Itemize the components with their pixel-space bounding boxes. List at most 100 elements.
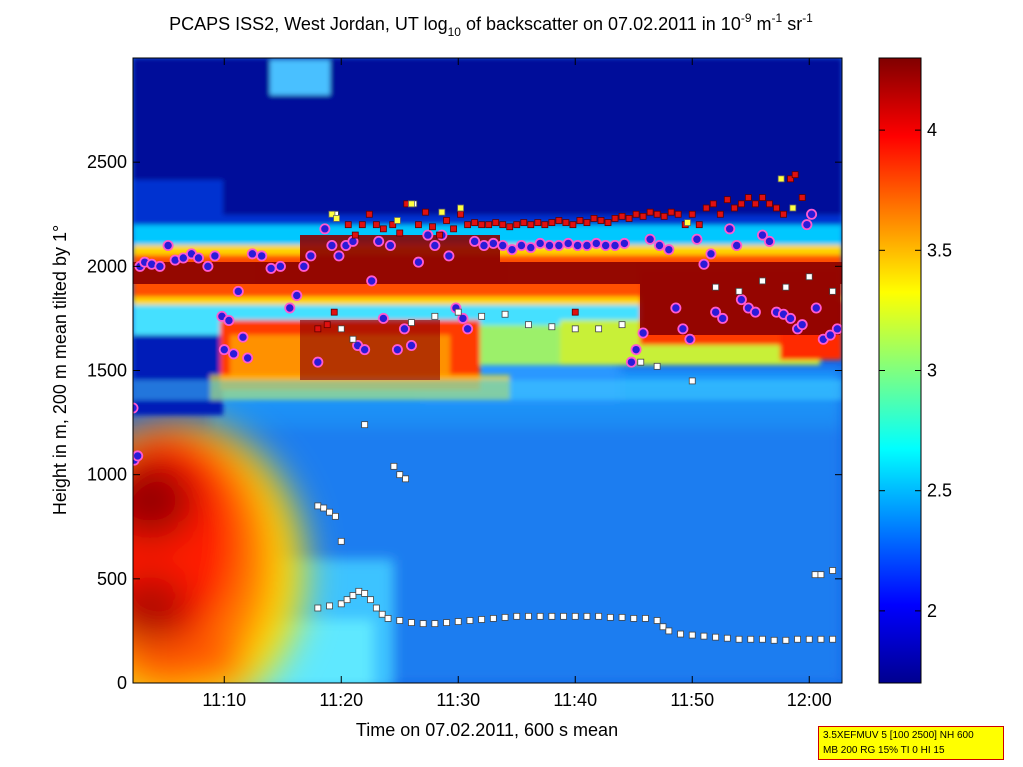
layer-circle-point bbox=[274, 260, 286, 272]
red-square-point bbox=[723, 196, 731, 204]
red-square-point bbox=[583, 219, 591, 226]
white-square-point bbox=[712, 633, 720, 641]
red-square-point bbox=[379, 225, 387, 233]
layer-circle-point bbox=[133, 450, 144, 462]
white-square-point bbox=[829, 567, 837, 574]
red-square-point bbox=[436, 231, 443, 239]
yellow-square-point bbox=[684, 219, 691, 226]
colorbar-tick-label: 3.5 bbox=[927, 240, 952, 260]
yellow-square-point bbox=[328, 210, 336, 218]
red-square-point bbox=[653, 210, 661, 218]
red-square-point bbox=[695, 221, 703, 229]
white-square-point bbox=[637, 358, 645, 366]
red-square-point bbox=[562, 219, 570, 226]
white-square-point bbox=[408, 619, 415, 626]
red-square-point bbox=[422, 208, 429, 216]
red-square-point bbox=[597, 217, 605, 224]
white-square-point bbox=[782, 283, 790, 291]
red-square-point bbox=[527, 221, 535, 229]
layer-circle-point bbox=[691, 233, 703, 245]
white-square-point bbox=[367, 596, 374, 604]
red-square-point bbox=[506, 223, 514, 231]
yellow-square-point bbox=[777, 175, 785, 183]
white-square-point bbox=[372, 604, 380, 612]
layer-circle-point bbox=[525, 242, 537, 254]
white-square-point bbox=[431, 620, 439, 628]
white-square-point bbox=[618, 321, 626, 329]
white-square-point bbox=[443, 619, 450, 626]
layer-circle-point bbox=[705, 248, 717, 260]
layer-circle-point bbox=[590, 237, 602, 249]
layer-circle-point bbox=[391, 344, 403, 356]
y-tick-label: 2000 bbox=[87, 256, 127, 276]
y-tick-label: 1500 bbox=[87, 361, 127, 381]
layer-circle-point bbox=[218, 344, 230, 356]
red-square-point bbox=[569, 221, 577, 229]
white-square-point bbox=[606, 613, 614, 621]
white-square-point bbox=[642, 615, 649, 622]
layer-circle-point bbox=[724, 223, 736, 235]
red-square-point bbox=[618, 212, 626, 220]
y-tick-label: 1000 bbox=[87, 465, 127, 485]
y-axis-ticks: 0 500 1000 1500 2000 2500 bbox=[87, 152, 842, 693]
red-square-point bbox=[555, 217, 563, 224]
white-square-point bbox=[343, 596, 351, 604]
layer-circle-point bbox=[265, 262, 277, 274]
white-square-point bbox=[747, 635, 755, 643]
heatmap bbox=[133, 58, 842, 683]
colorbar-tick-label: 3 bbox=[927, 361, 937, 381]
x-tick-label: 11:40 bbox=[553, 690, 597, 710]
red-square-point bbox=[791, 171, 799, 179]
red-square-point bbox=[548, 219, 556, 226]
white-square-point bbox=[349, 592, 357, 599]
red-square-point bbox=[513, 221, 521, 229]
white-square-point bbox=[583, 612, 591, 620]
x-tick-label: 11:30 bbox=[436, 690, 480, 710]
processing-info-box: 3.5XEFMUV 5 [100 2500] NH 600 MB 200 RG … bbox=[818, 726, 1004, 760]
layer-circle-point bbox=[801, 219, 813, 231]
layer-circle-point bbox=[663, 244, 675, 256]
red-square-point bbox=[571, 308, 579, 316]
red-square-point bbox=[471, 219, 479, 226]
y-tick-label: 500 bbox=[97, 569, 127, 589]
processing-info-line-2: MB 200 RG 15% TI 0 HI 15 bbox=[823, 745, 945, 756]
layer-circle-point bbox=[359, 344, 371, 356]
white-square-point bbox=[402, 475, 410, 483]
white-square-point bbox=[390, 462, 398, 470]
layer-circle-point bbox=[398, 323, 410, 335]
colorbar bbox=[878, 57, 922, 684]
x-tick-label: 11:10 bbox=[202, 690, 246, 710]
white-square-point bbox=[361, 590, 369, 597]
white-square-point bbox=[454, 618, 462, 625]
white-square-point bbox=[501, 613, 509, 621]
white-square-point bbox=[759, 635, 766, 643]
layer-circle-point bbox=[763, 235, 775, 247]
white-square-point bbox=[525, 612, 532, 620]
white-square-point bbox=[829, 287, 837, 295]
layer-circle-point bbox=[232, 285, 244, 297]
red-square-point bbox=[632, 210, 640, 218]
layer-circle-point bbox=[242, 352, 254, 364]
white-square-point bbox=[770, 636, 778, 644]
red-square-point bbox=[478, 221, 486, 229]
layer-circle-point bbox=[133, 402, 139, 414]
red-square-point bbox=[702, 204, 710, 212]
red-square-point bbox=[752, 200, 759, 208]
red-square-point bbox=[798, 194, 806, 201]
layer-circle-point bbox=[572, 239, 584, 251]
white-square-point bbox=[653, 617, 661, 624]
white-square-point bbox=[337, 537, 345, 545]
layer-circle-point bbox=[202, 260, 214, 272]
layer-circle-point bbox=[515, 239, 527, 251]
red-square-point bbox=[429, 223, 436, 231]
white-square-point bbox=[355, 587, 363, 595]
red-square-point bbox=[674, 210, 682, 218]
red-square-point bbox=[660, 212, 668, 220]
layer-circle-point bbox=[644, 233, 656, 245]
white-square-point bbox=[320, 504, 328, 512]
layer-circle-point bbox=[749, 306, 761, 318]
layer-circle-point bbox=[457, 312, 469, 324]
layer-circle-point bbox=[698, 258, 710, 270]
layer-circle-point bbox=[384, 239, 396, 251]
layer-circle-point bbox=[609, 239, 621, 251]
